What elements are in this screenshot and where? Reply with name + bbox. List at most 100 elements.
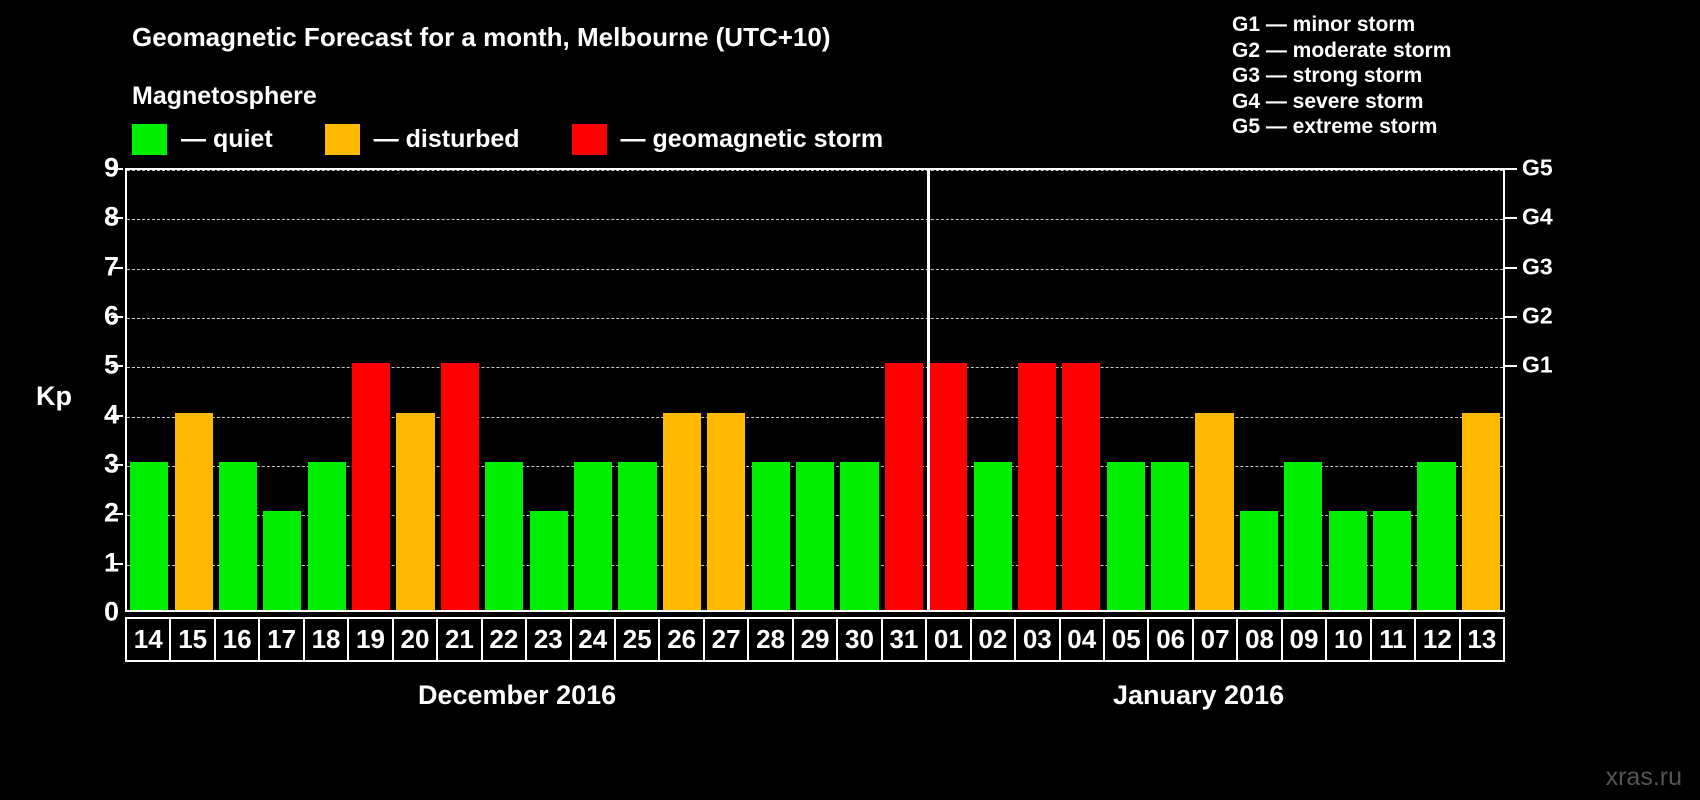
bar-cell-28[interactable] <box>748 170 792 610</box>
day-label-01[interactable]: 01 <box>927 619 972 660</box>
bar-10-kp-2[interactable] <box>1328 511 1367 610</box>
bar-07-kp-4[interactable] <box>1195 412 1234 610</box>
day-label-21[interactable]: 21 <box>438 619 483 660</box>
bar-05-kp-3[interactable] <box>1106 462 1145 610</box>
bar-26-kp-4[interactable] <box>662 412 701 610</box>
bar-cell-02[interactable] <box>970 170 1014 610</box>
bar-11-kp-2[interactable] <box>1373 511 1412 610</box>
bar-31-kp-5[interactable] <box>884 363 923 610</box>
bar-27-kp-4[interactable] <box>707 412 746 610</box>
day-label-09[interactable]: 09 <box>1283 619 1328 660</box>
bar-cell-19[interactable] <box>349 170 393 610</box>
day-label-28[interactable]: 28 <box>749 619 794 660</box>
bar-cell-17[interactable] <box>260 170 304 610</box>
bar-cell-16[interactable] <box>216 170 260 610</box>
day-label-15[interactable]: 15 <box>171 619 216 660</box>
bar-20-kp-4[interactable] <box>396 412 435 610</box>
day-label-06[interactable]: 06 <box>1149 619 1194 660</box>
day-label-30[interactable]: 30 <box>838 619 883 660</box>
bar-cell-25[interactable] <box>615 170 659 610</box>
bar-cell-14[interactable] <box>127 170 171 610</box>
bar-cell-03[interactable] <box>1015 170 1059 610</box>
day-label-20[interactable]: 20 <box>394 619 439 660</box>
storm-scale-key-row-4: G4 — severe storm <box>1232 89 1424 113</box>
bar-29-kp-3[interactable] <box>795 462 835 610</box>
bar-18-kp-3[interactable] <box>307 462 346 610</box>
bar-14-kp-3[interactable] <box>130 462 169 610</box>
day-label-26[interactable]: 26 <box>660 619 705 660</box>
bar-cell-13[interactable] <box>1459 170 1503 610</box>
bar-cell-20[interactable] <box>393 170 437 610</box>
bar-cell-18[interactable] <box>305 170 349 610</box>
chart-plot-area <box>125 168 1505 612</box>
bar-25-kp-3[interactable] <box>618 462 657 610</box>
day-label-25[interactable]: 25 <box>616 619 661 660</box>
bar-cell-09[interactable] <box>1281 170 1325 610</box>
bar-04-kp-5[interactable] <box>1062 363 1101 610</box>
bar-12-kp-3[interactable] <box>1417 462 1456 610</box>
day-label-03[interactable]: 03 <box>1016 619 1061 660</box>
bar-cell-15[interactable] <box>171 170 215 610</box>
bar-08-kp-2[interactable] <box>1239 511 1279 610</box>
bar-cell-05[interactable] <box>1104 170 1148 610</box>
bar-cell-30[interactable] <box>837 170 881 610</box>
bar-06-kp-3[interactable] <box>1151 462 1190 610</box>
y-tick-label-2: 2 <box>103 497 119 528</box>
day-label-31[interactable]: 31 <box>883 619 928 660</box>
day-label-17[interactable]: 17 <box>260 619 305 660</box>
day-label-07[interactable]: 07 <box>1194 619 1239 660</box>
bar-21-kp-5[interactable] <box>440 363 480 610</box>
day-label-23[interactable]: 23 <box>527 619 572 660</box>
bar-19-kp-5[interactable] <box>352 363 391 610</box>
bar-22-kp-3[interactable] <box>485 462 524 610</box>
day-label-08[interactable]: 08 <box>1238 619 1283 660</box>
legend-label-disturbed: — disturbed <box>373 125 520 153</box>
day-label-04[interactable]: 04 <box>1061 619 1105 660</box>
bar-cell-08[interactable] <box>1237 170 1281 610</box>
bar-cell-24[interactable] <box>571 170 615 610</box>
bar-16-kp-3[interactable] <box>218 462 258 610</box>
day-label-10[interactable]: 10 <box>1327 619 1372 660</box>
day-label-12[interactable]: 12 <box>1416 619 1461 660</box>
bar-09-kp-3[interactable] <box>1284 462 1323 610</box>
bar-cell-29[interactable] <box>793 170 837 610</box>
bar-15-kp-4[interactable] <box>174 412 213 610</box>
day-label-29[interactable]: 29 <box>794 619 839 660</box>
bar-02-kp-3[interactable] <box>973 462 1012 610</box>
day-label-22[interactable]: 22 <box>483 619 528 660</box>
day-label-14[interactable]: 14 <box>127 619 172 660</box>
bar-24-kp-3[interactable] <box>574 462 613 610</box>
bar-cell-26[interactable] <box>660 170 704 610</box>
day-label-18[interactable]: 18 <box>305 619 350 660</box>
bar-cell-01[interactable] <box>926 170 970 610</box>
bar-cell-12[interactable] <box>1414 170 1458 610</box>
day-label-16[interactable]: 16 <box>216 619 261 660</box>
bar-cell-31[interactable] <box>882 170 926 610</box>
bar-cell-27[interactable] <box>704 170 748 610</box>
bar-cell-21[interactable] <box>438 170 482 610</box>
day-label-02[interactable]: 02 <box>972 619 1017 660</box>
day-label-13[interactable]: 13 <box>1467 624 1497 654</box>
bar-cell-07[interactable] <box>1192 170 1236 610</box>
bar-cell-04[interactable] <box>1059 170 1103 610</box>
bar-28-kp-3[interactable] <box>751 462 790 610</box>
bar-cell-23[interactable] <box>527 170 571 610</box>
bar-cell-10[interactable] <box>1326 170 1370 610</box>
bar-30-kp-3[interactable] <box>840 462 879 610</box>
day-label-27[interactable]: 27 <box>705 619 750 660</box>
bar-cell-06[interactable] <box>1148 170 1192 610</box>
month-label-second: January 2016 <box>1113 680 1285 710</box>
day-label-19[interactable]: 19 <box>349 619 394 660</box>
day-label-24[interactable]: 24 <box>572 619 616 660</box>
day-label-05[interactable]: 05 <box>1105 619 1150 660</box>
bar-23-kp-2[interactable] <box>529 511 568 610</box>
bar-01-kp-5[interactable] <box>929 363 968 610</box>
bar-cell-22[interactable] <box>482 170 526 610</box>
day-label-11[interactable]: 11 <box>1372 619 1417 660</box>
bar-17-kp-2[interactable] <box>263 511 302 610</box>
bar-03-kp-5[interactable] <box>1017 363 1057 610</box>
bar-cell-11[interactable] <box>1370 170 1414 610</box>
storm-scale-key-row-2: G2 — moderate storm <box>1232 38 1452 62</box>
bar-13-kp-4[interactable] <box>1461 412 1500 610</box>
y-tick-label-7: 7 <box>103 251 119 282</box>
